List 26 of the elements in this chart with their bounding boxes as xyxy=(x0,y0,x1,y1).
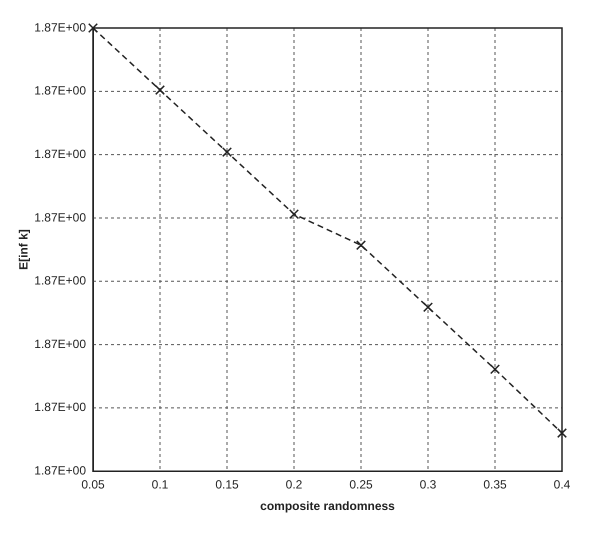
point xyxy=(88,23,98,33)
text: 1.87E+00 xyxy=(34,20,86,34)
x-tick-label: 0.3 xyxy=(420,478,437,492)
point xyxy=(356,240,366,250)
x-tick-label: 0.15 xyxy=(215,478,239,492)
point xyxy=(222,147,232,158)
text: 1.87E+00 xyxy=(34,84,86,98)
point xyxy=(289,209,299,220)
text: 1.87E+00 xyxy=(34,336,86,351)
point xyxy=(490,364,500,374)
x-tick-label: 0.2 xyxy=(286,478,303,492)
x-axis-title: composite randomness xyxy=(260,499,396,514)
text: 1.87E+00 xyxy=(34,210,86,224)
y-axis-title: E[inf k] xyxy=(16,229,31,270)
x-tick-label: 0.1 xyxy=(152,478,169,492)
text: 1.87E+00 xyxy=(34,400,86,414)
text: 1.87E+00 xyxy=(34,274,86,288)
point xyxy=(423,302,433,312)
text: 1.87E+00 xyxy=(34,464,86,478)
x-tick-label: 0.25 xyxy=(349,478,373,492)
point xyxy=(557,428,567,438)
text: 1.87E+00 xyxy=(34,146,86,161)
x-tick-label: 0.05 xyxy=(81,478,105,492)
x-tick-label: 0.4 xyxy=(554,478,571,492)
point xyxy=(155,85,165,96)
x-tick-label: 0.35 xyxy=(483,478,507,492)
